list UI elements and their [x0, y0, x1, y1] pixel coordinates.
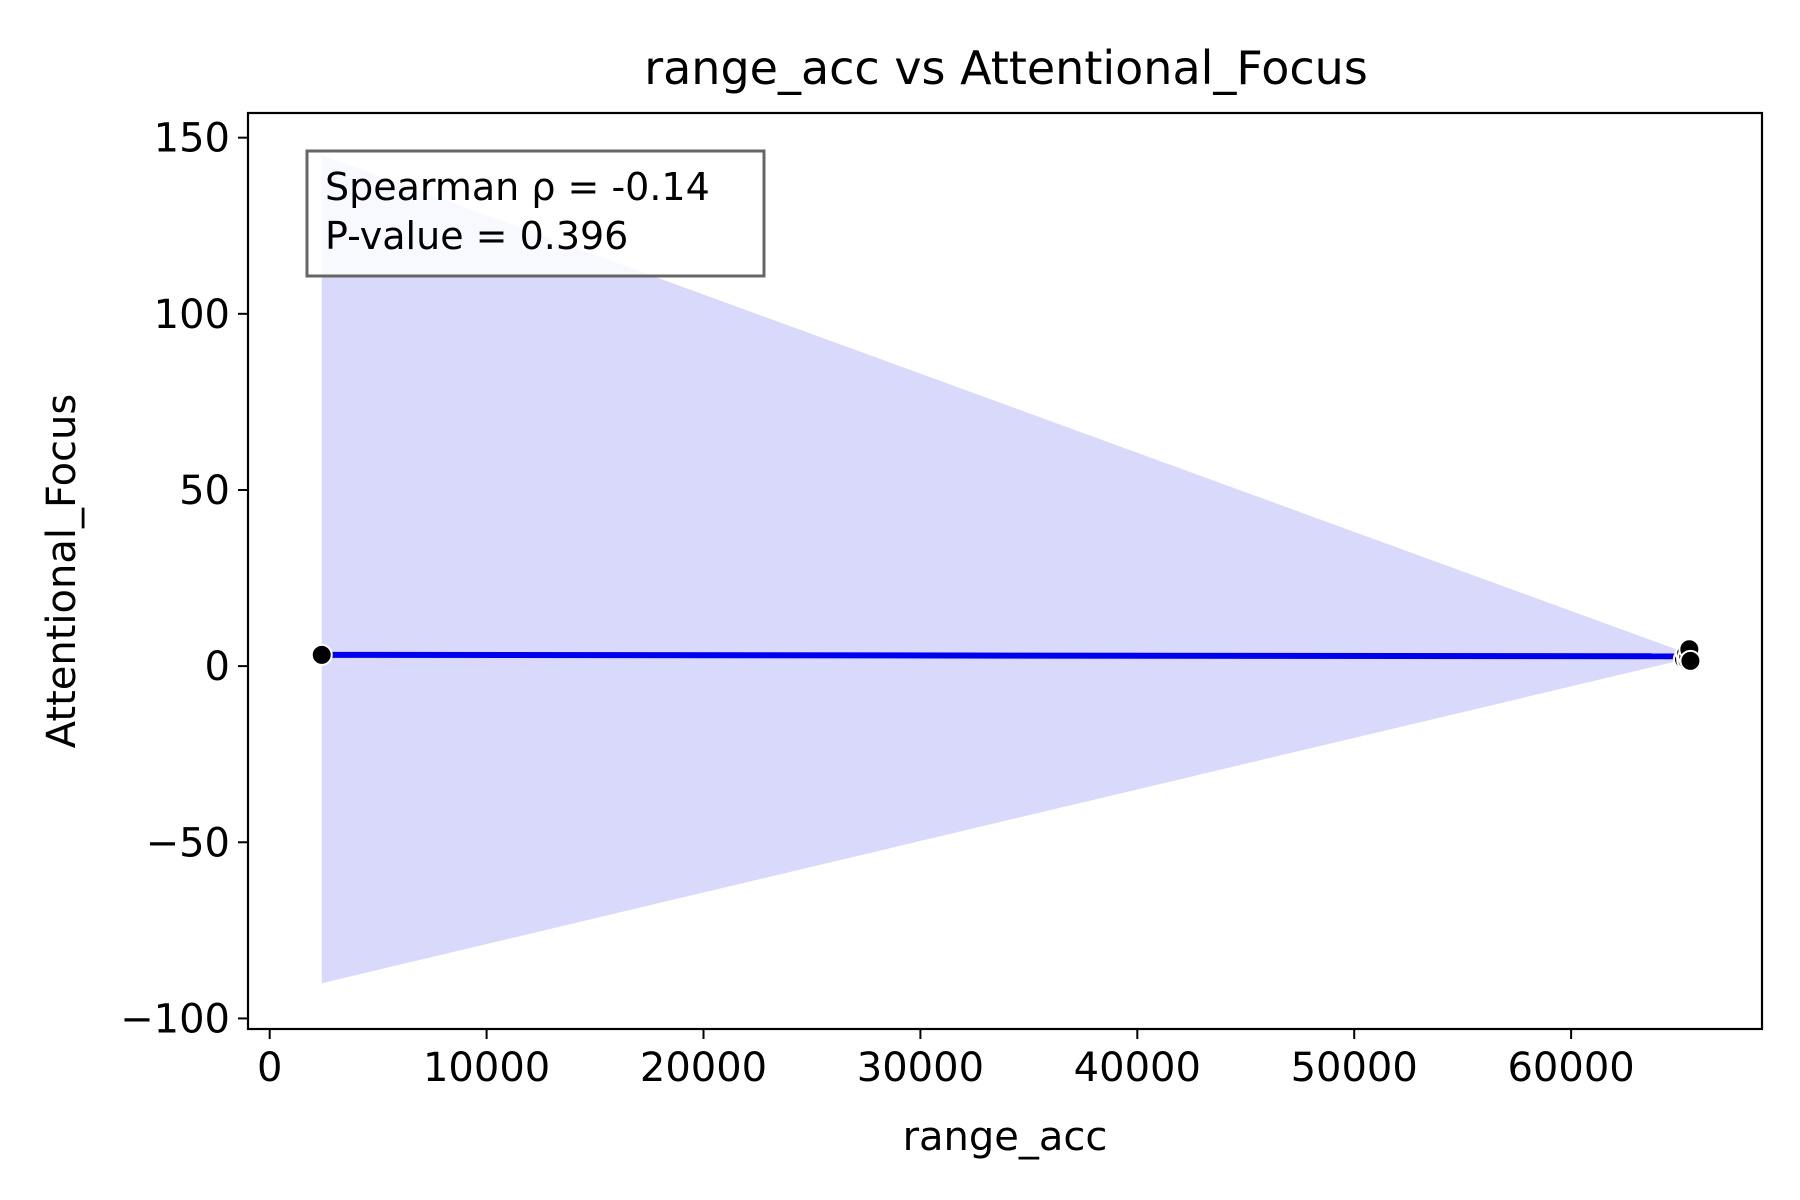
plot-area	[310, 155, 1702, 984]
p-value-text: P-value = 0.396	[325, 214, 628, 258]
x-tick-label: 40000	[1074, 1045, 1201, 1091]
data-points	[310, 638, 1702, 672]
y-tick-label: −100	[120, 996, 230, 1042]
stats-box	[305, 149, 766, 278]
stats-annotation: Spearman ρ = -0.14 P-value = 0.396	[305, 149, 766, 278]
data-point	[1679, 649, 1702, 672]
x-tick-label: 30000	[857, 1045, 984, 1091]
y-axis-label: Attentional_Focus	[39, 394, 85, 748]
data-point	[310, 643, 333, 666]
x-tick-label: 10000	[423, 1045, 550, 1091]
y-tick-label: 0	[205, 644, 230, 690]
y-tick-label: −50	[146, 820, 230, 866]
spearman-text: Spearman ρ = -0.14	[325, 165, 710, 209]
x-axis-ticks: 0 10000 20000 30000 40000 50000 60000	[257, 1029, 1635, 1091]
x-tick-label: 50000	[1291, 1045, 1418, 1091]
chart-title: range_acc vs Attentional_Focus	[644, 41, 1368, 95]
x-axis-label: range_acc	[903, 1114, 1108, 1160]
y-axis-ticks: −100 −50 0 50 100 150	[120, 116, 248, 1042]
x-tick-label: 60000	[1507, 1045, 1634, 1091]
y-tick-label: 100	[154, 292, 230, 338]
x-tick-label: 0	[257, 1045, 282, 1091]
confidence-band	[321, 155, 1691, 984]
regression-line	[321, 651, 1691, 660]
y-tick-label: 50	[179, 468, 230, 514]
x-tick-label: 20000	[640, 1045, 767, 1091]
axes-frame	[246, 111, 1764, 1031]
y-tick-label: 150	[154, 116, 230, 162]
